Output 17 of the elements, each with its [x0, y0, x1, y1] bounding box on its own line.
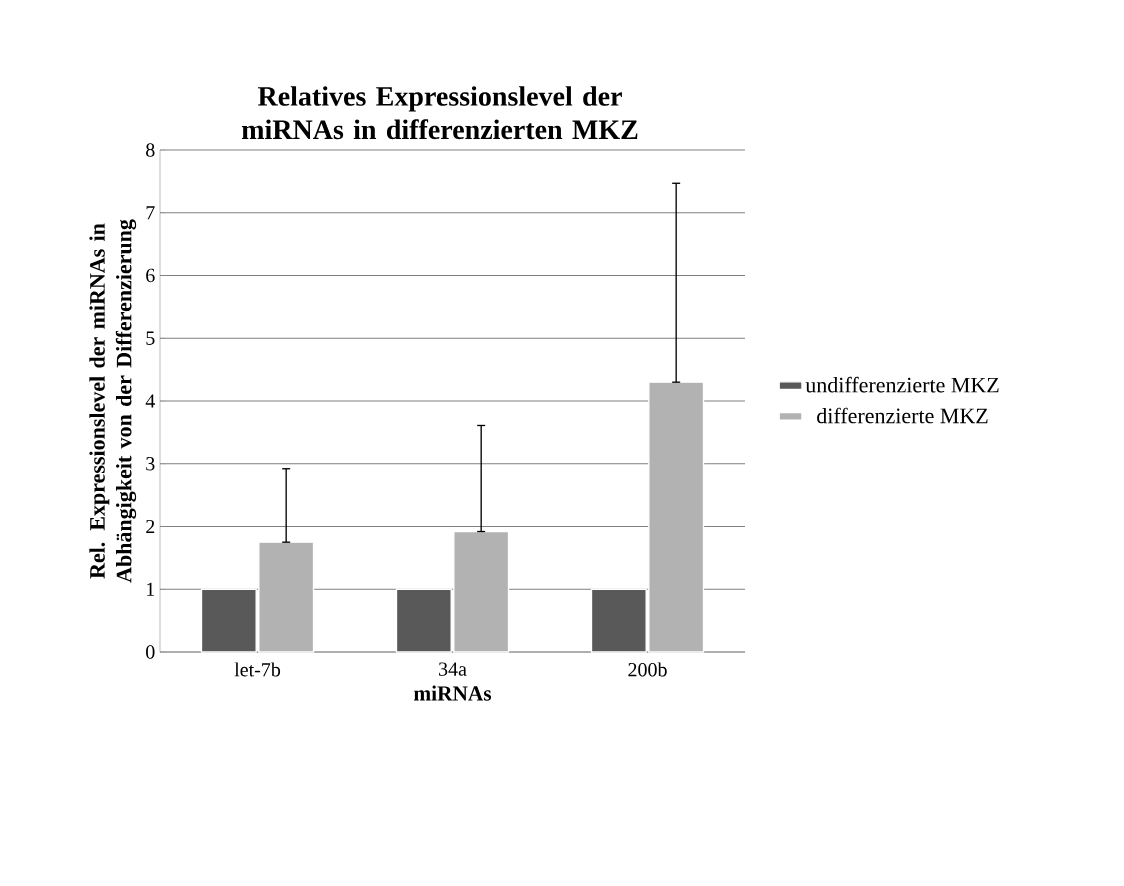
legend-label: differenzierte MKZ [817, 407, 988, 424]
y-tick-label: 5 [146, 331, 155, 345]
x-axis-title: miRNAs [413, 685, 492, 701]
y-axis-title: Rel. Expressionslevel der miRNAs in Abhängigkeit von der Differenzierung [89, 219, 137, 583]
x-tick-label: let-7b [234, 662, 281, 677]
chart-title: Relatives Expressionslevel der miRNAs in differenzierten MKZ [241, 86, 638, 140]
y-tick-label: 2 [146, 519, 155, 534]
legend-label: undifferenzierte MKZ [805, 376, 999, 393]
y-tick-label: 1 [147, 582, 155, 596]
y-tick-label: 3 [146, 457, 155, 471]
y-tick-label: 8 [146, 143, 155, 157]
x-tick-label: 34a [439, 662, 467, 676]
x-tick-label: 200b [628, 662, 667, 677]
y-tick-label: 6 [146, 268, 155, 283]
y-tick-label: 7 [146, 206, 155, 220]
y-tick-label: 0 [146, 645, 155, 659]
y-tick-label: 4 [145, 394, 155, 408]
